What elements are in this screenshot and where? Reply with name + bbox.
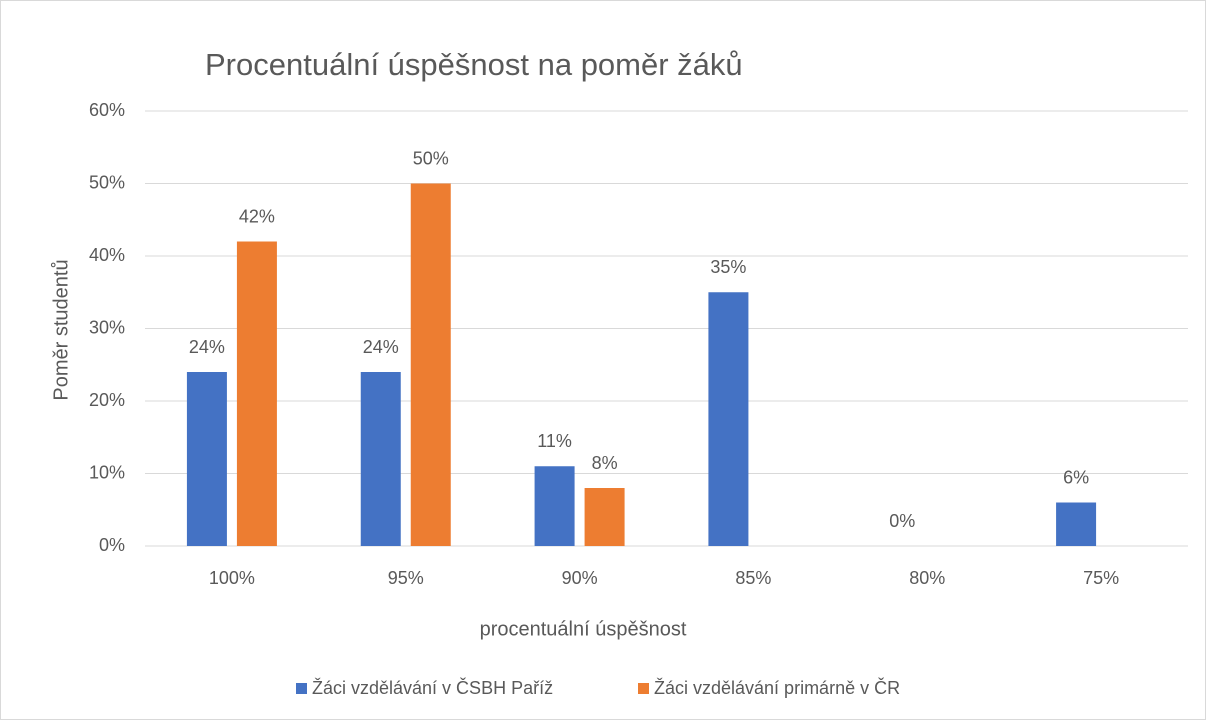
- y-tick-label: 60%: [89, 100, 125, 120]
- bar: [708, 292, 749, 546]
- legend-label: Žáci vzdělávání v ČSBH Paříž: [312, 677, 553, 698]
- bar: [1056, 502, 1097, 546]
- bar: [360, 372, 401, 546]
- data-label: 0%: [889, 511, 915, 531]
- bar: [236, 241, 277, 546]
- data-label: 42%: [239, 206, 275, 226]
- x-tick-label: 100%: [209, 568, 255, 588]
- data-label: 6%: [1063, 467, 1089, 487]
- x-tick-label: 85%: [735, 568, 771, 588]
- y-tick-label: 40%: [89, 245, 125, 265]
- data-label: 24%: [189, 337, 225, 357]
- y-tick-label: 10%: [89, 462, 125, 482]
- data-label: 24%: [363, 337, 399, 357]
- y-tick-label: 20%: [89, 390, 125, 410]
- bar: [186, 372, 227, 546]
- chart-title: Procentuální úspěšnost na poměr žáků: [205, 47, 743, 82]
- data-label: 11%: [537, 431, 572, 451]
- legend-swatch: [296, 683, 307, 694]
- y-axis-label: Poměr studentů: [50, 259, 72, 400]
- bar: [534, 466, 575, 546]
- data-label: 35%: [710, 257, 746, 277]
- y-tick-label: 50%: [89, 172, 125, 192]
- y-tick-label: 30%: [89, 317, 125, 337]
- y-tick-label: 0%: [99, 535, 125, 555]
- x-tick-label: 95%: [388, 568, 424, 588]
- x-tick-label: 90%: [562, 568, 598, 588]
- x-tick-label: 80%: [909, 568, 945, 588]
- x-tick-label: 75%: [1083, 568, 1119, 588]
- bar: [410, 183, 451, 546]
- data-label: 8%: [592, 453, 618, 473]
- legend-label: Žáci vzdělávání primárně v ČR: [654, 677, 900, 698]
- bar: [584, 488, 625, 546]
- x-axis-label: procentuální úspěšnost: [480, 618, 687, 640]
- data-label: 50%: [413, 148, 449, 168]
- legend-swatch: [638, 683, 649, 694]
